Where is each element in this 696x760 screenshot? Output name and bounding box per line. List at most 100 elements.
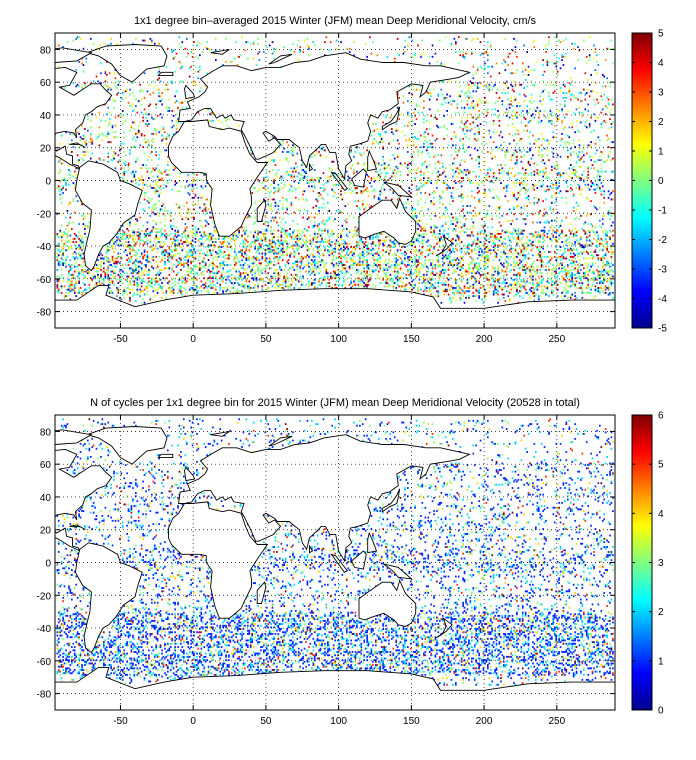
bin-cell bbox=[191, 255, 194, 258]
bin-cell bbox=[392, 280, 395, 283]
bin-cell bbox=[600, 270, 603, 273]
bin-cell bbox=[478, 239, 480, 242]
bin-cell bbox=[331, 287, 334, 289]
bin-cell bbox=[268, 282, 271, 284]
bin-cell bbox=[437, 236, 440, 239]
bin-cell bbox=[424, 285, 427, 288]
bin-cell bbox=[533, 270, 536, 273]
bin-cell bbox=[391, 236, 393, 239]
bin-cell bbox=[178, 288, 181, 291]
bin-cell bbox=[152, 219, 155, 222]
bin-cell bbox=[540, 246, 543, 248]
bin-cell bbox=[137, 234, 140, 237]
bin-cell bbox=[296, 239, 299, 242]
bin-cell bbox=[222, 290, 224, 293]
bin-cell bbox=[398, 242, 400, 245]
bin-cell bbox=[210, 277, 213, 280]
bin-cell bbox=[341, 283, 344, 286]
bin-cell bbox=[274, 201, 277, 204]
bin-cell bbox=[168, 260, 171, 263]
bin-cell bbox=[409, 192, 412, 194]
bin-cell bbox=[159, 241, 162, 243]
bin-cell bbox=[516, 232, 518, 235]
bin-cell bbox=[184, 262, 187, 265]
bin-cell bbox=[295, 278, 297, 281]
bin-cell bbox=[440, 282, 443, 284]
bin-cell bbox=[424, 192, 427, 194]
bin-cell bbox=[396, 275, 399, 278]
bin-cell bbox=[513, 193, 515, 196]
bin-cell bbox=[572, 282, 575, 284]
bin-cell bbox=[455, 216, 457, 219]
bin-cell bbox=[62, 231, 64, 234]
bin-cell bbox=[572, 195, 575, 198]
bin-cell bbox=[165, 254, 168, 257]
bin-cell bbox=[402, 282, 405, 284]
bin-cell bbox=[183, 262, 185, 265]
bin-cell bbox=[439, 264, 441, 266]
bin-cell bbox=[57, 280, 60, 283]
bin-cell bbox=[325, 272, 328, 275]
bin-cell bbox=[57, 275, 60, 278]
bin-cell bbox=[555, 239, 558, 242]
bin-cell bbox=[274, 275, 277, 278]
bin-cell bbox=[66, 249, 69, 252]
bin-cell bbox=[532, 234, 534, 237]
bin-cell bbox=[351, 247, 354, 250]
bin-cell bbox=[607, 278, 610, 281]
bin-cell bbox=[212, 241, 214, 243]
bin-cell bbox=[316, 198, 319, 201]
bin-cell bbox=[204, 267, 207, 270]
bin-cell bbox=[321, 206, 323, 209]
bin-cell bbox=[327, 249, 329, 252]
bin-cell bbox=[568, 229, 571, 232]
bin-cell bbox=[105, 272, 108, 275]
bin-cell bbox=[494, 236, 496, 239]
bin-cell bbox=[449, 203, 451, 206]
bin-cell bbox=[452, 249, 454, 252]
bin-cell bbox=[351, 264, 354, 266]
bin-cell bbox=[571, 275, 574, 278]
bin-cell bbox=[159, 236, 162, 239]
bin-cell bbox=[345, 218, 348, 221]
bin-cell bbox=[612, 282, 614, 284]
bin-cell bbox=[491, 285, 494, 288]
bin-cell bbox=[300, 259, 303, 262]
bin-cell bbox=[364, 283, 367, 286]
bin-cell bbox=[136, 257, 139, 260]
bin-cell bbox=[143, 242, 146, 245]
bin-cell bbox=[226, 236, 229, 239]
bin-cell bbox=[72, 275, 75, 278]
bin-cell bbox=[395, 287, 398, 289]
bin-cell bbox=[228, 275, 230, 278]
bin-cell bbox=[455, 239, 457, 242]
bin-cell bbox=[92, 287, 95, 289]
bin-cell bbox=[72, 285, 75, 288]
bin-cell bbox=[194, 288, 197, 291]
bin-cell bbox=[270, 262, 272, 265]
bin-cell bbox=[257, 190, 259, 193]
bin-cell bbox=[254, 221, 256, 224]
bin-cell bbox=[398, 285, 400, 288]
bin-cell bbox=[476, 232, 479, 235]
bin-cell bbox=[389, 249, 392, 252]
bin-cell bbox=[591, 272, 594, 275]
bin-cell bbox=[260, 262, 262, 265]
bin-cell bbox=[513, 208, 515, 211]
bin-cell bbox=[274, 282, 277, 284]
bin-cell bbox=[226, 290, 229, 293]
bin-cell bbox=[407, 249, 409, 252]
bin-cell bbox=[267, 224, 270, 227]
bin-cell bbox=[441, 224, 444, 227]
bin-cell bbox=[537, 236, 540, 239]
bin-cell bbox=[396, 280, 399, 283]
bin-cell bbox=[372, 242, 374, 245]
bin-cell bbox=[277, 236, 280, 239]
bin-cell bbox=[140, 229, 143, 232]
bin-cell bbox=[572, 280, 575, 283]
bin-cell bbox=[78, 237, 80, 240]
bin-cell bbox=[363, 246, 366, 248]
bin-cell bbox=[148, 273, 150, 276]
bin-cell bbox=[536, 201, 539, 204]
bin-cell bbox=[415, 249, 418, 252]
